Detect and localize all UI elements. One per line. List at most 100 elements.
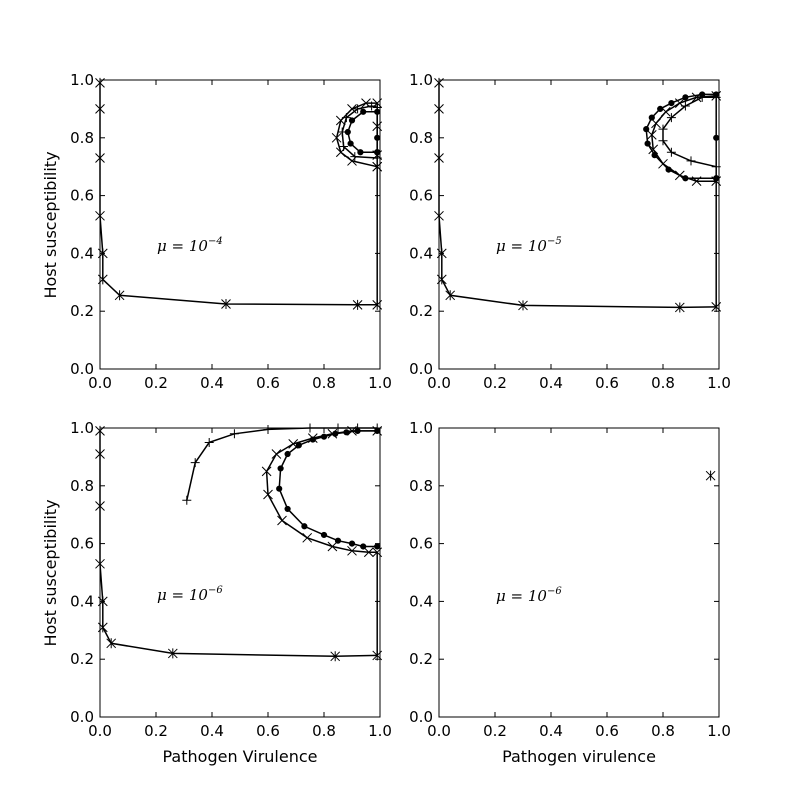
data-point-top-right-4-4 [658, 124, 668, 134]
x-tick-label-top-right-0: 0.0 [427, 374, 451, 392]
annotation-bottom-left: μ = 10−6 [157, 585, 223, 604]
data-point-bottom-left-4-16 [374, 427, 381, 434]
annotation-top-right: μ = 10−5 [496, 236, 562, 255]
y-tick-label-top-left-2: 0.4 [70, 244, 94, 262]
y-tick-label-bottom-right-2: 0.4 [409, 592, 433, 610]
data-point-top-right-4-7 [697, 92, 707, 102]
x-tick-label-top-right-1: 0.2 [483, 374, 507, 392]
data-point-top-right-2-6 [648, 114, 655, 121]
y-axis-label-bottom-left: Host susceptibility [41, 499, 60, 646]
y-tick-label-bottom-left-5: 1.0 [70, 419, 94, 437]
data-point-top-right-3-6 [651, 118, 661, 129]
x-tick-label-top-left-0: 0.0 [88, 374, 112, 392]
annotation-exponent-top-right: −5 [547, 236, 562, 247]
x-axis-label-bottom-left: Pathogen Virulence [163, 747, 318, 766]
data-point-top-left-4-6 [367, 101, 377, 111]
data-point-top-right-4-5 [666, 113, 676, 123]
y-tick-label-top-left-1: 0.2 [70, 302, 94, 320]
data-point-top-left-0-6 [114, 290, 125, 301]
series-line-top-right-0 [438, 82, 717, 309]
data-point-top-left-4-3 [337, 127, 347, 137]
y-axis-label-top-left: Host susceptibility [41, 151, 60, 298]
data-point-top-left-3-1 [357, 149, 364, 156]
data-point-bottom-left-0-8 [330, 651, 341, 662]
data-point-bottom-left-3-7 [261, 466, 272, 477]
x-tick-label-top-left-1: 0.2 [144, 374, 168, 392]
data-point-bottom-left-4-7 [276, 485, 283, 492]
axes-frame-top-left [99, 79, 381, 370]
annotation-top-left: μ = 10−4 [157, 236, 223, 255]
x-tick-label-bottom-right-2: 0.4 [539, 722, 563, 740]
data-point-bottom-left-4-3 [334, 537, 342, 544]
data-point-top-left-3-4 [348, 117, 356, 124]
data-point-top-left-4-4 [341, 113, 351, 123]
y-tick-label-top-right-1: 0.2 [409, 302, 433, 320]
y-tick-label-bottom-right-4: 0.8 [409, 477, 433, 495]
data-point-bottom-left-0-6 [106, 638, 117, 649]
x-tick-label-top-left-5: 1.0 [368, 374, 392, 392]
data-point-top-right-3-5 [646, 130, 657, 140]
plot-area-top-right: 0.00.0 0.2 0.2 0.4 0.4 0.6 0.6 0.8 0.8 1.0 1.0 [409, 71, 731, 392]
chart-panel-bottom-right: 0.00.0 0.2 0.2 0.4 0.4 0.6 0.6 0.8 0.8 1.0 1.0 Pat… [409, 419, 731, 766]
chart-panel-top-right: 0.00.0 0.2 0.2 0.4 0.4 0.6 0.6 0.8 0.8 1.0 1.0 μ =… [409, 71, 731, 392]
data-point-bottom-left-2-3 [229, 429, 239, 439]
data-point-top-left-0-8 [352, 299, 363, 310]
data-point-bottom-left-4-5 [301, 523, 308, 530]
x-tick-label-top-right-3: 0.6 [595, 374, 619, 392]
annotation-bottom-right: μ = 10−6 [496, 586, 562, 605]
x-tick-label-top-right-5: 1.0 [707, 374, 731, 392]
y-tick-label-top-right-0: 0.0 [409, 360, 433, 378]
data-point-bottom-left-3-2 [347, 545, 357, 556]
data-point-bottom-left-4-0 [374, 543, 381, 550]
annotation-exponent-top-left: −4 [208, 236, 223, 247]
y-tick-label-top-left-3: 0.6 [70, 187, 94, 205]
x-tick-label-bottom-left-4: 0.8 [312, 722, 336, 740]
data-point-bottom-left-2-1 [190, 458, 200, 468]
data-point-bottom-left-3-8 [271, 449, 282, 459]
x-tick-label-bottom-right-1: 0.2 [483, 722, 507, 740]
data-point-bottom-left-4-9 [284, 450, 291, 458]
y-tick-label-bottom-left-0: 0.0 [70, 708, 94, 726]
y-tick-label-bottom-right-0: 0.0 [409, 708, 433, 726]
x-tick-label-bottom-left-3: 0.6 [256, 722, 280, 740]
data-point-top-right-4-1 [686, 156, 696, 166]
data-point-top-left-3-2 [347, 140, 354, 147]
data-point-bottom-left-4-14 [343, 429, 350, 436]
data-point-top-right-2-8 [668, 100, 675, 107]
data-point-bottom-left-4-12 [320, 433, 328, 440]
axes-frame-bottom-left [99, 427, 381, 718]
data-point-top-right-3-2 [674, 170, 685, 181]
data-point-bottom-left-4-1 [360, 543, 367, 550]
data-point-top-right-2-13 [713, 175, 720, 182]
data-point-top-left-4-5 [353, 104, 363, 114]
data-point-top-right-0-8 [674, 302, 685, 313]
annotation-base-top-left: μ = 10 [157, 237, 208, 255]
data-point-top-left-2-3 [331, 132, 342, 143]
y-tick-label-bottom-right-1: 0.2 [409, 650, 433, 668]
data-point-top-left-0-7 [221, 298, 231, 309]
y-tick-label-bottom-left-1: 0.2 [70, 650, 94, 668]
series-line-top-right-2 [645, 93, 717, 180]
x-tick-label-top-left-3: 0.6 [256, 374, 280, 392]
data-point-bottom-left-2-2 [204, 437, 214, 447]
data-point-top-left-3-5 [360, 108, 367, 115]
data-point-bottom-left-4-15 [354, 427, 361, 434]
data-point-top-left-4-2 [339, 141, 349, 151]
y-tick-label-top-left-0: 0.0 [70, 360, 94, 378]
x-tick-label-bottom-left-0: 0.0 [88, 722, 112, 740]
data-point-bottom-left-4-6 [284, 505, 291, 513]
data-point-top-right-4-6 [680, 101, 690, 111]
data-point-bottom-right-0-0 [705, 470, 716, 481]
annotation-exponent-bottom-left: −6 [208, 585, 223, 596]
series-line-bottom-left-3 [265, 430, 378, 554]
data-point-bottom-left-3-3 [327, 541, 338, 552]
data-point-bottom-left-2-0 [182, 495, 192, 505]
y-tick-label-top-right-5: 1.0 [409, 71, 433, 89]
plot-area-bottom-left: 0.00.0 0.2 0.2 0.4 0.4 0.6 0.6 0.8 0.8 1.0 1.0 [70, 419, 392, 740]
series-line-top-left-0 [99, 82, 378, 306]
y-tick-label-top-left-4: 0.8 [70, 129, 94, 147]
plot-area-bottom-right: 0.00.0 0.2 0.2 0.4 0.4 0.6 0.6 0.8 0.8 1.0 1.0 [409, 419, 731, 740]
data-point-bottom-left-4-13 [332, 430, 339, 437]
y-tick-label-bottom-right-3: 0.6 [409, 535, 433, 553]
